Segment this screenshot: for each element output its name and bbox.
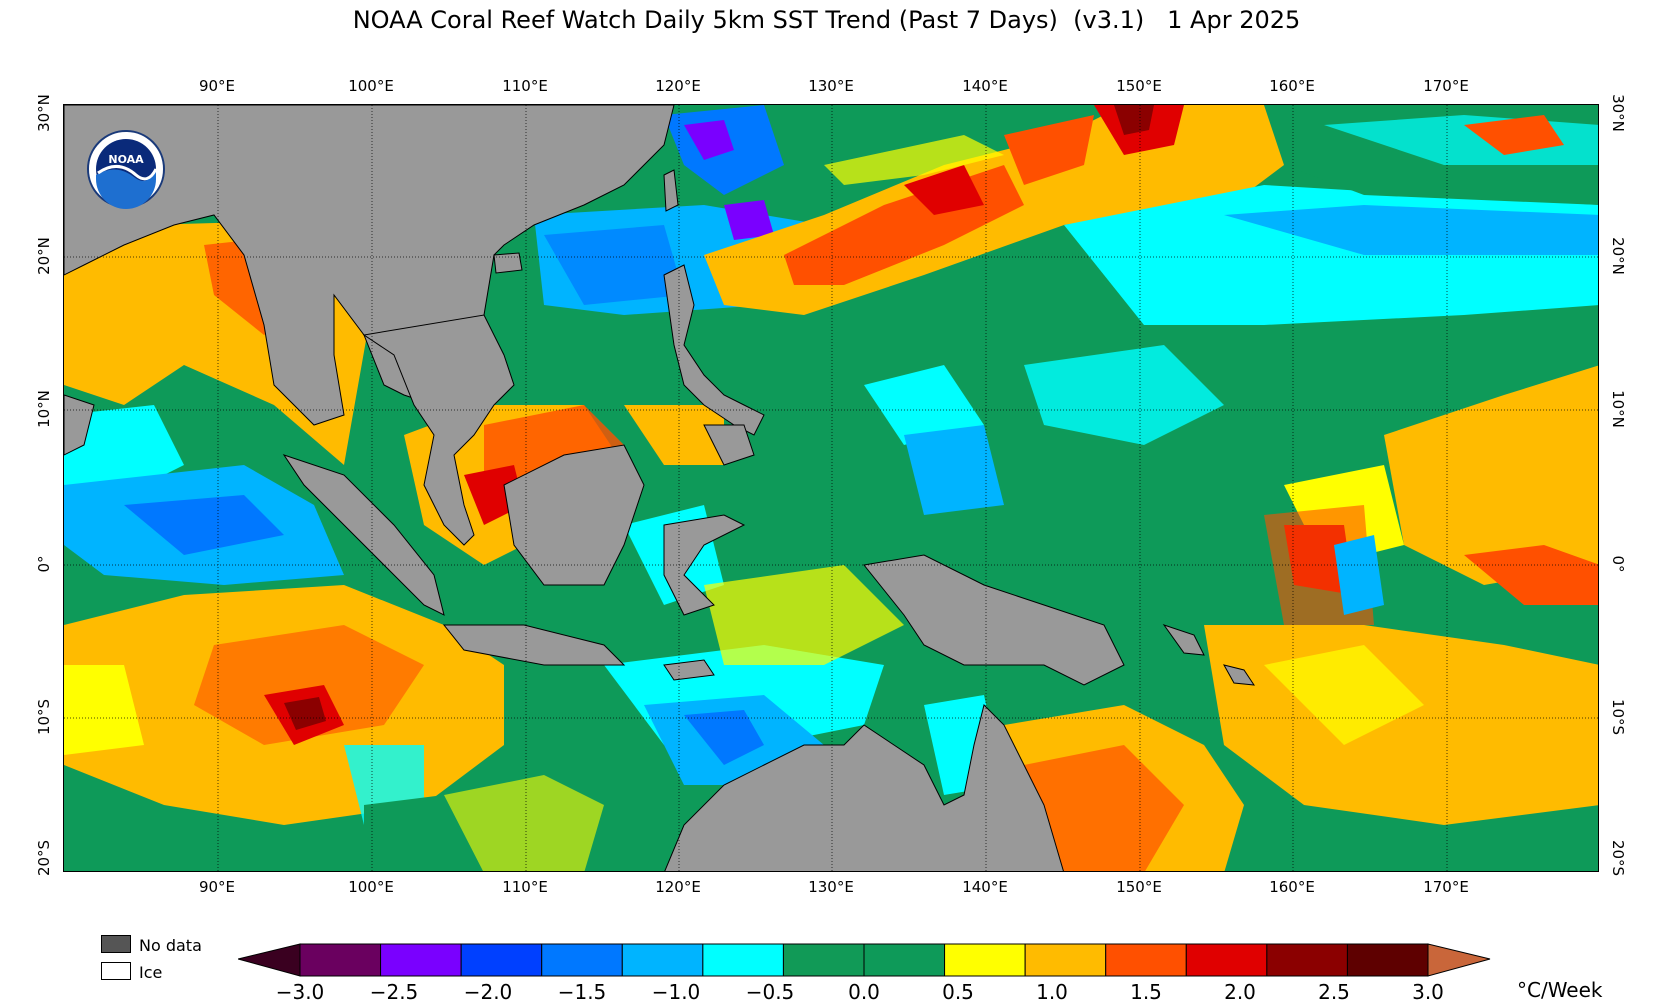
lat-label: 20°S bbox=[35, 839, 53, 877]
lon-label: 110°E bbox=[502, 878, 548, 896]
colorbar-unit: °C/Week bbox=[1517, 978, 1603, 1002]
colorbar-tick-label: 2.5 bbox=[1318, 980, 1350, 1004]
noaa-logo-icon: NOAA bbox=[87, 130, 165, 209]
map-gridlines bbox=[64, 105, 1598, 871]
colorbar-segment bbox=[541, 943, 623, 977]
colorbar-segment bbox=[299, 943, 382, 977]
colorbar-segment bbox=[1024, 943, 1107, 977]
colorbar-over-triangle bbox=[1427, 943, 1491, 977]
land-masses bbox=[64, 105, 1256, 871]
lon-label: 170°E bbox=[1423, 878, 1469, 896]
lon-label: 140°E bbox=[962, 878, 1008, 896]
no-data-swatch bbox=[101, 935, 131, 953]
lat-label: 0° bbox=[1609, 555, 1627, 573]
lat-label: 10°N bbox=[35, 390, 53, 428]
colorbar-segment bbox=[1105, 943, 1187, 977]
colorbar-tick-label: −1.5 bbox=[557, 980, 607, 1004]
colorbar-tick-label: −2.5 bbox=[369, 980, 419, 1004]
colorbar-segment bbox=[380, 943, 462, 977]
lon-label: 130°E bbox=[808, 77, 854, 95]
colorbar-tick-label: −0.5 bbox=[745, 980, 795, 1004]
colorbar-tick-label: 0.5 bbox=[942, 980, 974, 1004]
lat-label: 20°N bbox=[1609, 237, 1627, 275]
colorbar-segment bbox=[1346, 943, 1429, 977]
colorbar-segment bbox=[863, 943, 946, 977]
colorbar-segment bbox=[460, 943, 543, 977]
lat-label: 30°N bbox=[1609, 94, 1627, 132]
lon-label: 90°E bbox=[198, 878, 236, 896]
colorbar-tick-label: −2.0 bbox=[463, 980, 513, 1004]
lon-label: 160°E bbox=[1269, 77, 1315, 95]
lon-label: 120°E bbox=[655, 77, 701, 95]
colorbar-tick-label: −3.0 bbox=[275, 980, 325, 1004]
map-canvas: NOAA bbox=[64, 105, 1598, 871]
lat-label: 10°S bbox=[1609, 698, 1627, 736]
lon-label: 90°E bbox=[198, 77, 236, 95]
colorbar-tick-label: 0.0 bbox=[848, 980, 880, 1004]
ice-label: Ice bbox=[139, 963, 163, 982]
colorbar-svg bbox=[237, 943, 1491, 977]
colorbar-tick-label: 1.0 bbox=[1036, 980, 1068, 1004]
lat-label: 20°N bbox=[35, 237, 53, 275]
lon-label: 170°E bbox=[1423, 77, 1469, 95]
sst-trend-map[interactable]: NOAA bbox=[63, 104, 1599, 872]
colorbar-segment bbox=[1185, 943, 1268, 977]
colorbar-tick-label: 3.0 bbox=[1412, 980, 1444, 1004]
no-data-label: No data bbox=[139, 936, 202, 955]
lon-label: 150°E bbox=[1116, 77, 1162, 95]
lon-label: 100°E bbox=[348, 77, 394, 95]
colorbar-tick-label: 2.0 bbox=[1224, 980, 1256, 1004]
colorbar-tick-label: −1.0 bbox=[651, 980, 701, 1004]
ice-swatch bbox=[101, 962, 131, 980]
colorbar-under-triangle bbox=[237, 943, 301, 977]
colorbar-segment bbox=[782, 943, 865, 977]
lon-label: 100°E bbox=[348, 878, 394, 896]
lat-label: 0° bbox=[35, 555, 53, 573]
lon-label: 110°E bbox=[502, 77, 548, 95]
lat-label: 30°N bbox=[35, 94, 53, 132]
lat-label: 20°S bbox=[1609, 839, 1627, 877]
lon-label: 140°E bbox=[962, 77, 1008, 95]
map-title: NOAA Coral Reef Watch Daily 5km SST Tren… bbox=[352, 6, 1301, 34]
lon-label: 150°E bbox=[1116, 878, 1162, 896]
lon-label: 160°E bbox=[1269, 878, 1315, 896]
colorbar-segment bbox=[944, 943, 1026, 977]
colorbar bbox=[237, 942, 1498, 982]
colorbar-segment bbox=[621, 943, 704, 977]
lat-label: 10°N bbox=[1609, 390, 1627, 428]
lon-label: 130°E bbox=[808, 878, 854, 896]
sst-anomaly-patches bbox=[64, 105, 1598, 871]
svg-text:NOAA: NOAA bbox=[108, 153, 144, 166]
colorbar-segment bbox=[1266, 943, 1348, 977]
colorbar-tick-label: 1.5 bbox=[1130, 980, 1162, 1004]
lon-label: 120°E bbox=[655, 878, 701, 896]
colorbar-segment bbox=[702, 943, 784, 977]
lat-label: 10°S bbox=[35, 698, 53, 736]
